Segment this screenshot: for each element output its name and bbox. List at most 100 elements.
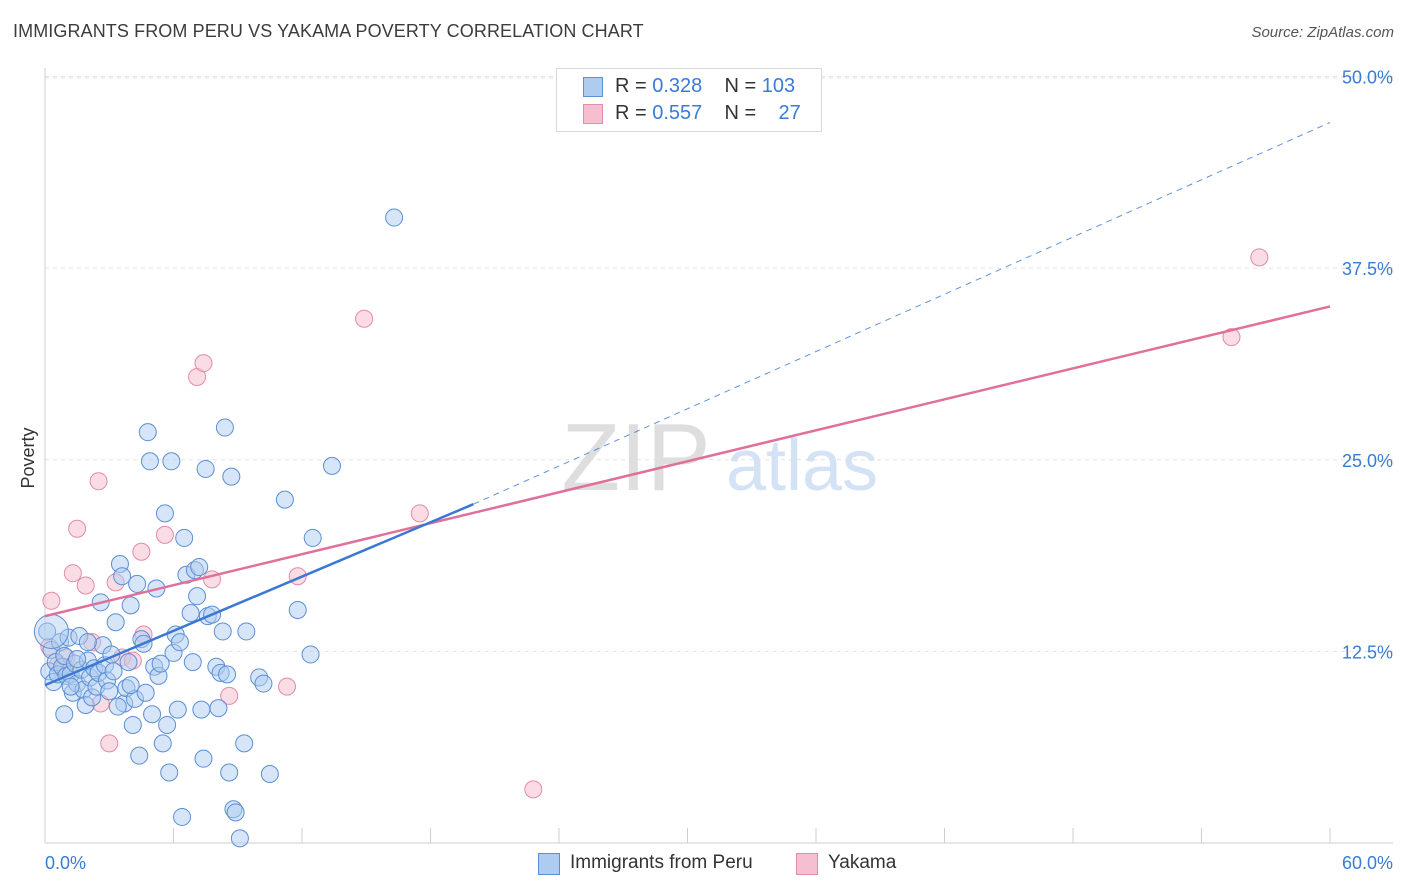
y-tick-label: 50.0% xyxy=(1342,68,1393,88)
peru-point xyxy=(143,705,162,724)
legend-n-label-yakama: N = xyxy=(724,102,757,124)
peru-point xyxy=(254,674,273,693)
yakama-point xyxy=(89,472,108,491)
y-axis-label: Poverty xyxy=(18,427,38,488)
peru-point xyxy=(123,715,142,734)
bottom-legend-label-peru: Immigrants from Peru xyxy=(570,852,753,873)
chart-title: IMMIGRANTS FROM PERU VS YAKAMA POVERTY C… xyxy=(13,21,644,41)
watermark-atlas: atlas xyxy=(726,426,878,506)
peru-point xyxy=(128,574,147,593)
peru-point xyxy=(160,763,179,782)
watermark: ZIP atlas xyxy=(561,404,878,511)
peru-point xyxy=(209,699,228,718)
y-tick-label: 25.0% xyxy=(1342,451,1393,471)
bottom-legend-swatch-yakama xyxy=(796,853,818,875)
peru-point xyxy=(175,528,194,547)
bottom-legend-swatch-peru xyxy=(538,853,560,875)
yakama-point xyxy=(155,525,174,544)
yakama-points xyxy=(40,248,1269,799)
peru-point xyxy=(33,613,69,649)
peru-point xyxy=(153,734,172,753)
peru-point xyxy=(138,423,157,442)
peru-point xyxy=(136,683,155,702)
legend-r-value-peru: 0.328 xyxy=(652,75,703,97)
peru-point xyxy=(303,528,322,547)
x-tick-label-max: 60.0% xyxy=(1342,853,1393,873)
legend-r-label-yakama: R = xyxy=(615,102,647,124)
peru-trend-extension xyxy=(473,122,1331,505)
legend-swatch-yakama xyxy=(583,104,603,124)
peru-point xyxy=(61,677,80,696)
peru-point xyxy=(235,734,254,753)
yakama-point xyxy=(1250,248,1269,267)
peru-point xyxy=(38,622,57,641)
peru-point xyxy=(108,697,127,716)
legend-swatch-peru xyxy=(583,77,603,97)
peru-point xyxy=(260,765,279,784)
peru-point xyxy=(68,650,87,669)
peru-point xyxy=(170,633,189,652)
peru-point xyxy=(322,456,341,475)
tick-labels: 12.5% 25.0% 37.5% 50.0% 0.0% 60.0% xyxy=(45,68,1393,874)
yakama-point xyxy=(524,780,543,799)
peru-point xyxy=(130,746,149,765)
bottom-legend-label-yakama: Yakama xyxy=(828,852,897,873)
peru-point xyxy=(100,682,119,701)
x-tick-label-min: 0.0% xyxy=(45,853,86,873)
peru-point xyxy=(140,452,159,471)
yakama-point xyxy=(76,576,95,595)
peru-point xyxy=(183,653,202,672)
peru-point xyxy=(151,654,170,673)
legend-n-value-peru: 103 xyxy=(761,75,796,97)
peru-point xyxy=(190,558,209,577)
peru-point xyxy=(213,622,232,641)
yakama-point xyxy=(278,677,297,696)
peru-point xyxy=(222,467,241,486)
peru-point xyxy=(218,665,237,684)
yakama-point xyxy=(42,591,61,610)
peru-point xyxy=(104,662,123,681)
yakama-point xyxy=(220,686,239,705)
peru-point xyxy=(288,600,307,619)
peru-points xyxy=(33,208,404,848)
gridlines xyxy=(45,76,1393,652)
peru-point xyxy=(155,504,174,523)
axes xyxy=(44,68,1393,844)
peru-point xyxy=(196,459,215,478)
peru-point xyxy=(55,705,74,724)
watermark-zip: ZIP xyxy=(561,404,710,511)
y-tick-label: 37.5% xyxy=(1342,259,1393,279)
peru-point xyxy=(230,829,249,848)
yakama-point xyxy=(132,542,151,561)
peru-point xyxy=(215,418,234,437)
yakama-point xyxy=(194,354,213,373)
peru-point xyxy=(121,596,140,615)
legend-n-label-peru: N = xyxy=(724,75,757,97)
trend-lines xyxy=(44,122,1331,687)
peru-point xyxy=(162,452,181,471)
correlation-legend: R = 0.328 N = 103 R = 0.557 N = 27 xyxy=(556,68,822,132)
yakama-trend-line xyxy=(44,305,1331,618)
peru-point xyxy=(106,613,125,632)
yakama-point xyxy=(63,564,82,583)
legend-n-value-yakama: 27 xyxy=(778,102,801,124)
legend-r-label-peru: R = xyxy=(615,75,647,97)
yakama-point xyxy=(68,519,87,538)
peru-point xyxy=(301,645,320,664)
peru-point xyxy=(237,622,256,641)
peru-point xyxy=(121,676,140,695)
peru-trend-line xyxy=(44,503,474,687)
peru-point xyxy=(188,587,207,606)
peru-point xyxy=(173,807,192,826)
peru-point xyxy=(226,803,245,822)
y-tick-label: 12.5% xyxy=(1342,642,1393,662)
peru-point xyxy=(158,715,177,734)
yakama-point xyxy=(410,504,429,523)
peru-point xyxy=(220,763,239,782)
legend-r-value-yakama: 0.557 xyxy=(652,102,703,124)
yakama-point xyxy=(355,309,374,328)
peru-point xyxy=(181,604,200,623)
peru-point xyxy=(78,633,97,652)
peru-point xyxy=(113,567,132,586)
